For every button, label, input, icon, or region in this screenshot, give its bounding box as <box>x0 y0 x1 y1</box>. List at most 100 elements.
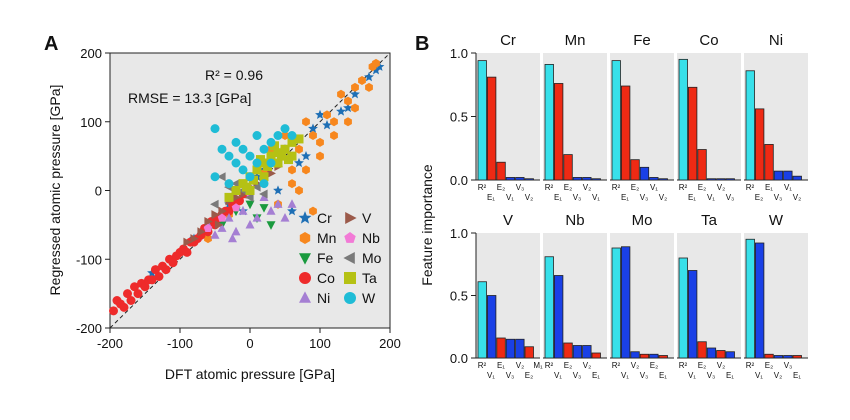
point-ni <box>287 199 297 208</box>
point-co <box>109 306 118 316</box>
legend-label-mo: Mo <box>362 250 382 266</box>
point-mn <box>365 82 373 92</box>
point-cr <box>350 89 360 99</box>
legend-marker-mn <box>299 232 311 244</box>
bar-e <box>688 86 698 181</box>
point-co <box>151 265 160 275</box>
feature-label: R² <box>478 361 487 370</box>
bar-v <box>773 355 784 359</box>
series-ni <box>203 192 297 243</box>
point-mn <box>330 117 338 127</box>
bar-panel-co: Co R² E₂ V₂ E₁ V₁ V₃ <box>677 32 741 202</box>
bar-v <box>524 178 534 181</box>
feature-label: E₁ <box>793 371 801 380</box>
legend-label-nb: Nb <box>362 230 380 246</box>
bar-e <box>496 161 506 181</box>
feature-label: E₁ <box>621 193 629 202</box>
point-nb <box>203 223 213 232</box>
bar-y-tick-label: 0.0 <box>450 173 468 188</box>
point-ni <box>245 219 255 229</box>
element-title: Co <box>699 32 718 49</box>
bar-v <box>783 355 793 359</box>
element-title: Cr <box>500 32 516 49</box>
feature-label: R² <box>612 361 621 370</box>
legend-label-fe: Fe <box>317 250 334 266</box>
bar-v <box>783 170 793 181</box>
point-ta <box>273 158 283 168</box>
feature-label: E₂ <box>765 361 773 370</box>
point-mo <box>231 179 240 189</box>
scatter-points <box>109 58 385 316</box>
bar-v <box>505 338 516 359</box>
element-title: Ni <box>769 32 783 49</box>
feature-label: E₂ <box>698 183 706 192</box>
bar-r2 <box>477 281 487 359</box>
point-cr <box>315 109 325 120</box>
point-w <box>245 172 255 182</box>
bar-v <box>505 177 516 181</box>
feature-label: V₂ <box>583 183 591 192</box>
point-cr <box>147 267 157 278</box>
legend-label-mn: Mn <box>317 230 336 246</box>
point-nb <box>231 203 241 212</box>
feature-label: E₁ <box>497 361 505 370</box>
element-title: Fe <box>633 32 651 49</box>
feature-label: V₁ <box>755 371 763 380</box>
bar-e <box>563 342 573 359</box>
point-w <box>273 131 283 140</box>
legend-marker-fe <box>299 253 311 265</box>
point-mn <box>288 165 296 175</box>
y-tick-label: 100 <box>80 115 102 130</box>
bar-y-tick-label: 1.0 <box>450 46 468 61</box>
feature-label: E₁ <box>726 371 734 380</box>
feature-label: V₁ <box>688 371 696 380</box>
feature-label: E₂ <box>650 361 658 370</box>
point-ni <box>266 206 276 215</box>
bar-e <box>755 108 765 181</box>
legend-label-v: V <box>362 210 372 226</box>
bar-r2 <box>678 58 688 181</box>
point-w <box>280 124 290 134</box>
legend-marker-v <box>345 212 357 224</box>
bar-e <box>591 352 601 359</box>
bar-v <box>725 178 735 181</box>
point-ta <box>277 151 286 161</box>
point-w <box>231 158 241 168</box>
bar-v <box>773 170 784 181</box>
bar-v <box>725 351 735 359</box>
point-ta <box>263 161 272 171</box>
x-tick-label: 100 <box>309 336 331 351</box>
point-mn <box>344 117 352 127</box>
point-ni <box>259 192 269 201</box>
feature-label: E₁ <box>659 371 667 380</box>
point-mn <box>288 179 296 189</box>
point-cr <box>343 102 353 113</box>
feature-label: E₁ <box>688 193 696 202</box>
bar-v <box>591 178 601 181</box>
legend-label-co: Co <box>317 270 335 286</box>
point-cr <box>364 71 374 82</box>
bar-y-tick-label: 1.0 <box>450 226 468 241</box>
panel-b-label: B <box>415 33 429 55</box>
point-ta <box>231 186 241 195</box>
point-w <box>238 144 248 154</box>
point-w <box>238 165 248 175</box>
y-tick-label: 0 <box>95 184 102 199</box>
point-w <box>210 124 220 134</box>
x-tick-label: -200 <box>97 336 123 351</box>
feature-label: R² <box>679 361 688 370</box>
point-cr <box>301 150 311 161</box>
bar-v <box>486 295 497 359</box>
point-ni <box>228 233 237 243</box>
bar-e <box>764 353 774 359</box>
point-co <box>147 275 157 285</box>
point-mo <box>252 182 261 192</box>
point-ni <box>231 226 241 236</box>
bar-e <box>764 144 774 181</box>
bar-r2 <box>477 60 487 181</box>
point-cr <box>308 123 318 133</box>
point-mn <box>295 144 303 154</box>
point-ni <box>273 199 283 208</box>
legend-marker-cr <box>298 211 312 224</box>
point-mn <box>302 117 310 127</box>
